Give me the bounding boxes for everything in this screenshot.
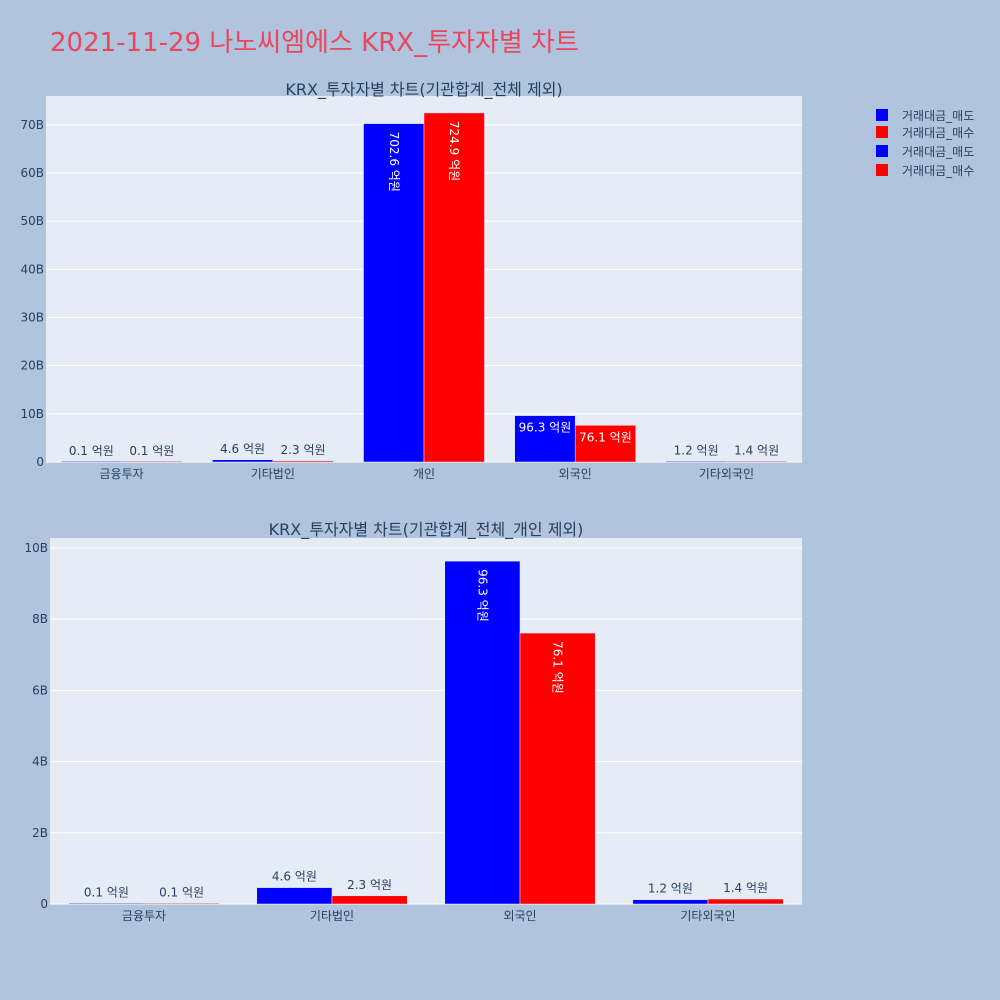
bar: [60, 460, 122, 463]
y-tick-label: 70B: [20, 118, 44, 132]
bar: [423, 112, 485, 463]
data-label: 2.3 억원: [281, 443, 326, 457]
data-label: 96.3 억원: [519, 421, 572, 435]
legend-label: 거래대금_매수: [902, 126, 975, 140]
chart-title: KRX_투자자별 차트(기관합계_전체_개인 제외): [269, 520, 584, 540]
bar: [68, 902, 145, 905]
data-label: 0.1 억원: [69, 444, 114, 458]
bar: [256, 887, 333, 905]
legend-item[interactable]: 거래대금_매수: [876, 163, 974, 179]
bar: [363, 123, 425, 463]
y-tick-label: 20B: [20, 359, 44, 373]
data-label: 1.2 억원: [674, 443, 719, 457]
bar: [272, 460, 334, 463]
y-tick-label: 30B: [20, 311, 44, 325]
y-tick-label: 8B: [32, 612, 48, 626]
bar: [574, 425, 636, 463]
data-label: 4.6 억원: [272, 870, 317, 884]
legend-swatch: [876, 126, 888, 138]
legend-swatch: [876, 145, 888, 157]
bar: [665, 460, 727, 463]
data-label: 96.3 억원: [475, 569, 489, 622]
legend-label: 거래대금_매수: [902, 164, 975, 178]
data-label: 724.9 억원: [447, 121, 461, 181]
bar: [514, 415, 576, 463]
bar: [519, 632, 596, 905]
data-label: 4.6 억원: [220, 442, 265, 456]
legend-label: 거래대금_매도: [902, 109, 975, 123]
data-label: 0.1 억원: [84, 886, 129, 900]
page-title: 2021-11-29 나노씨엠에스 KRX_투자자별 차트: [50, 28, 579, 58]
x-tick-label: 금융투자: [122, 909, 166, 923]
data-label: 702.6 억원: [387, 132, 401, 192]
bar: [707, 898, 784, 905]
legend-item[interactable]: 거래대금_매도: [876, 108, 974, 124]
chart-title: KRX_투자자별 차트(기관합계_전체 제외): [285, 80, 562, 100]
data-label: 76.1 억원: [579, 430, 632, 444]
data-label: 0.1 억원: [129, 444, 174, 458]
y-tick-label: 40B: [20, 262, 44, 276]
bar: [143, 902, 220, 905]
plot-area: [50, 538, 802, 904]
x-tick-label: 금융투자: [100, 467, 144, 481]
bar: [331, 895, 408, 905]
data-label: 1.2 억원: [648, 882, 693, 896]
data-label: 0.1 억원: [159, 886, 204, 900]
x-tick-label: 외국인: [503, 909, 536, 923]
x-tick-label: 기타외국인: [699, 467, 754, 481]
legend-label: 거래대금_매도: [902, 145, 975, 159]
y-tick-label: 0: [40, 897, 48, 911]
data-label: 1.4 억원: [734, 443, 779, 457]
bar: [632, 899, 709, 905]
y-tick-label: 60B: [20, 166, 44, 180]
legend-swatch: [876, 109, 888, 121]
bar: [444, 560, 521, 905]
data-label: 1.4 억원: [723, 881, 768, 895]
bar: [121, 460, 183, 463]
data-label: 76.1 억원: [551, 641, 565, 694]
x-tick-label: 기타외국인: [680, 909, 735, 923]
legend-swatch: [876, 164, 888, 176]
bar: [212, 459, 274, 463]
x-tick-label: 기타법인: [251, 467, 295, 481]
y-tick-label: 50B: [20, 214, 44, 228]
legend-item[interactable]: 거래대금_매도: [876, 144, 974, 160]
x-tick-label: 외국인: [559, 467, 592, 481]
y-tick-label: 4B: [32, 755, 48, 769]
y-tick-label: 0: [36, 455, 44, 469]
y-tick-label: 2B: [32, 826, 48, 840]
y-tick-label: 6B: [32, 683, 48, 697]
bar: [726, 460, 788, 463]
data-label: 2.3 억원: [347, 878, 392, 892]
x-tick-label: 개인: [413, 467, 435, 481]
x-tick-label: 기타법인: [310, 909, 354, 923]
legend-item[interactable]: 거래대금_매수: [876, 125, 974, 141]
y-tick-label: 10B: [20, 407, 44, 421]
y-tick-label: 10B: [24, 541, 48, 555]
